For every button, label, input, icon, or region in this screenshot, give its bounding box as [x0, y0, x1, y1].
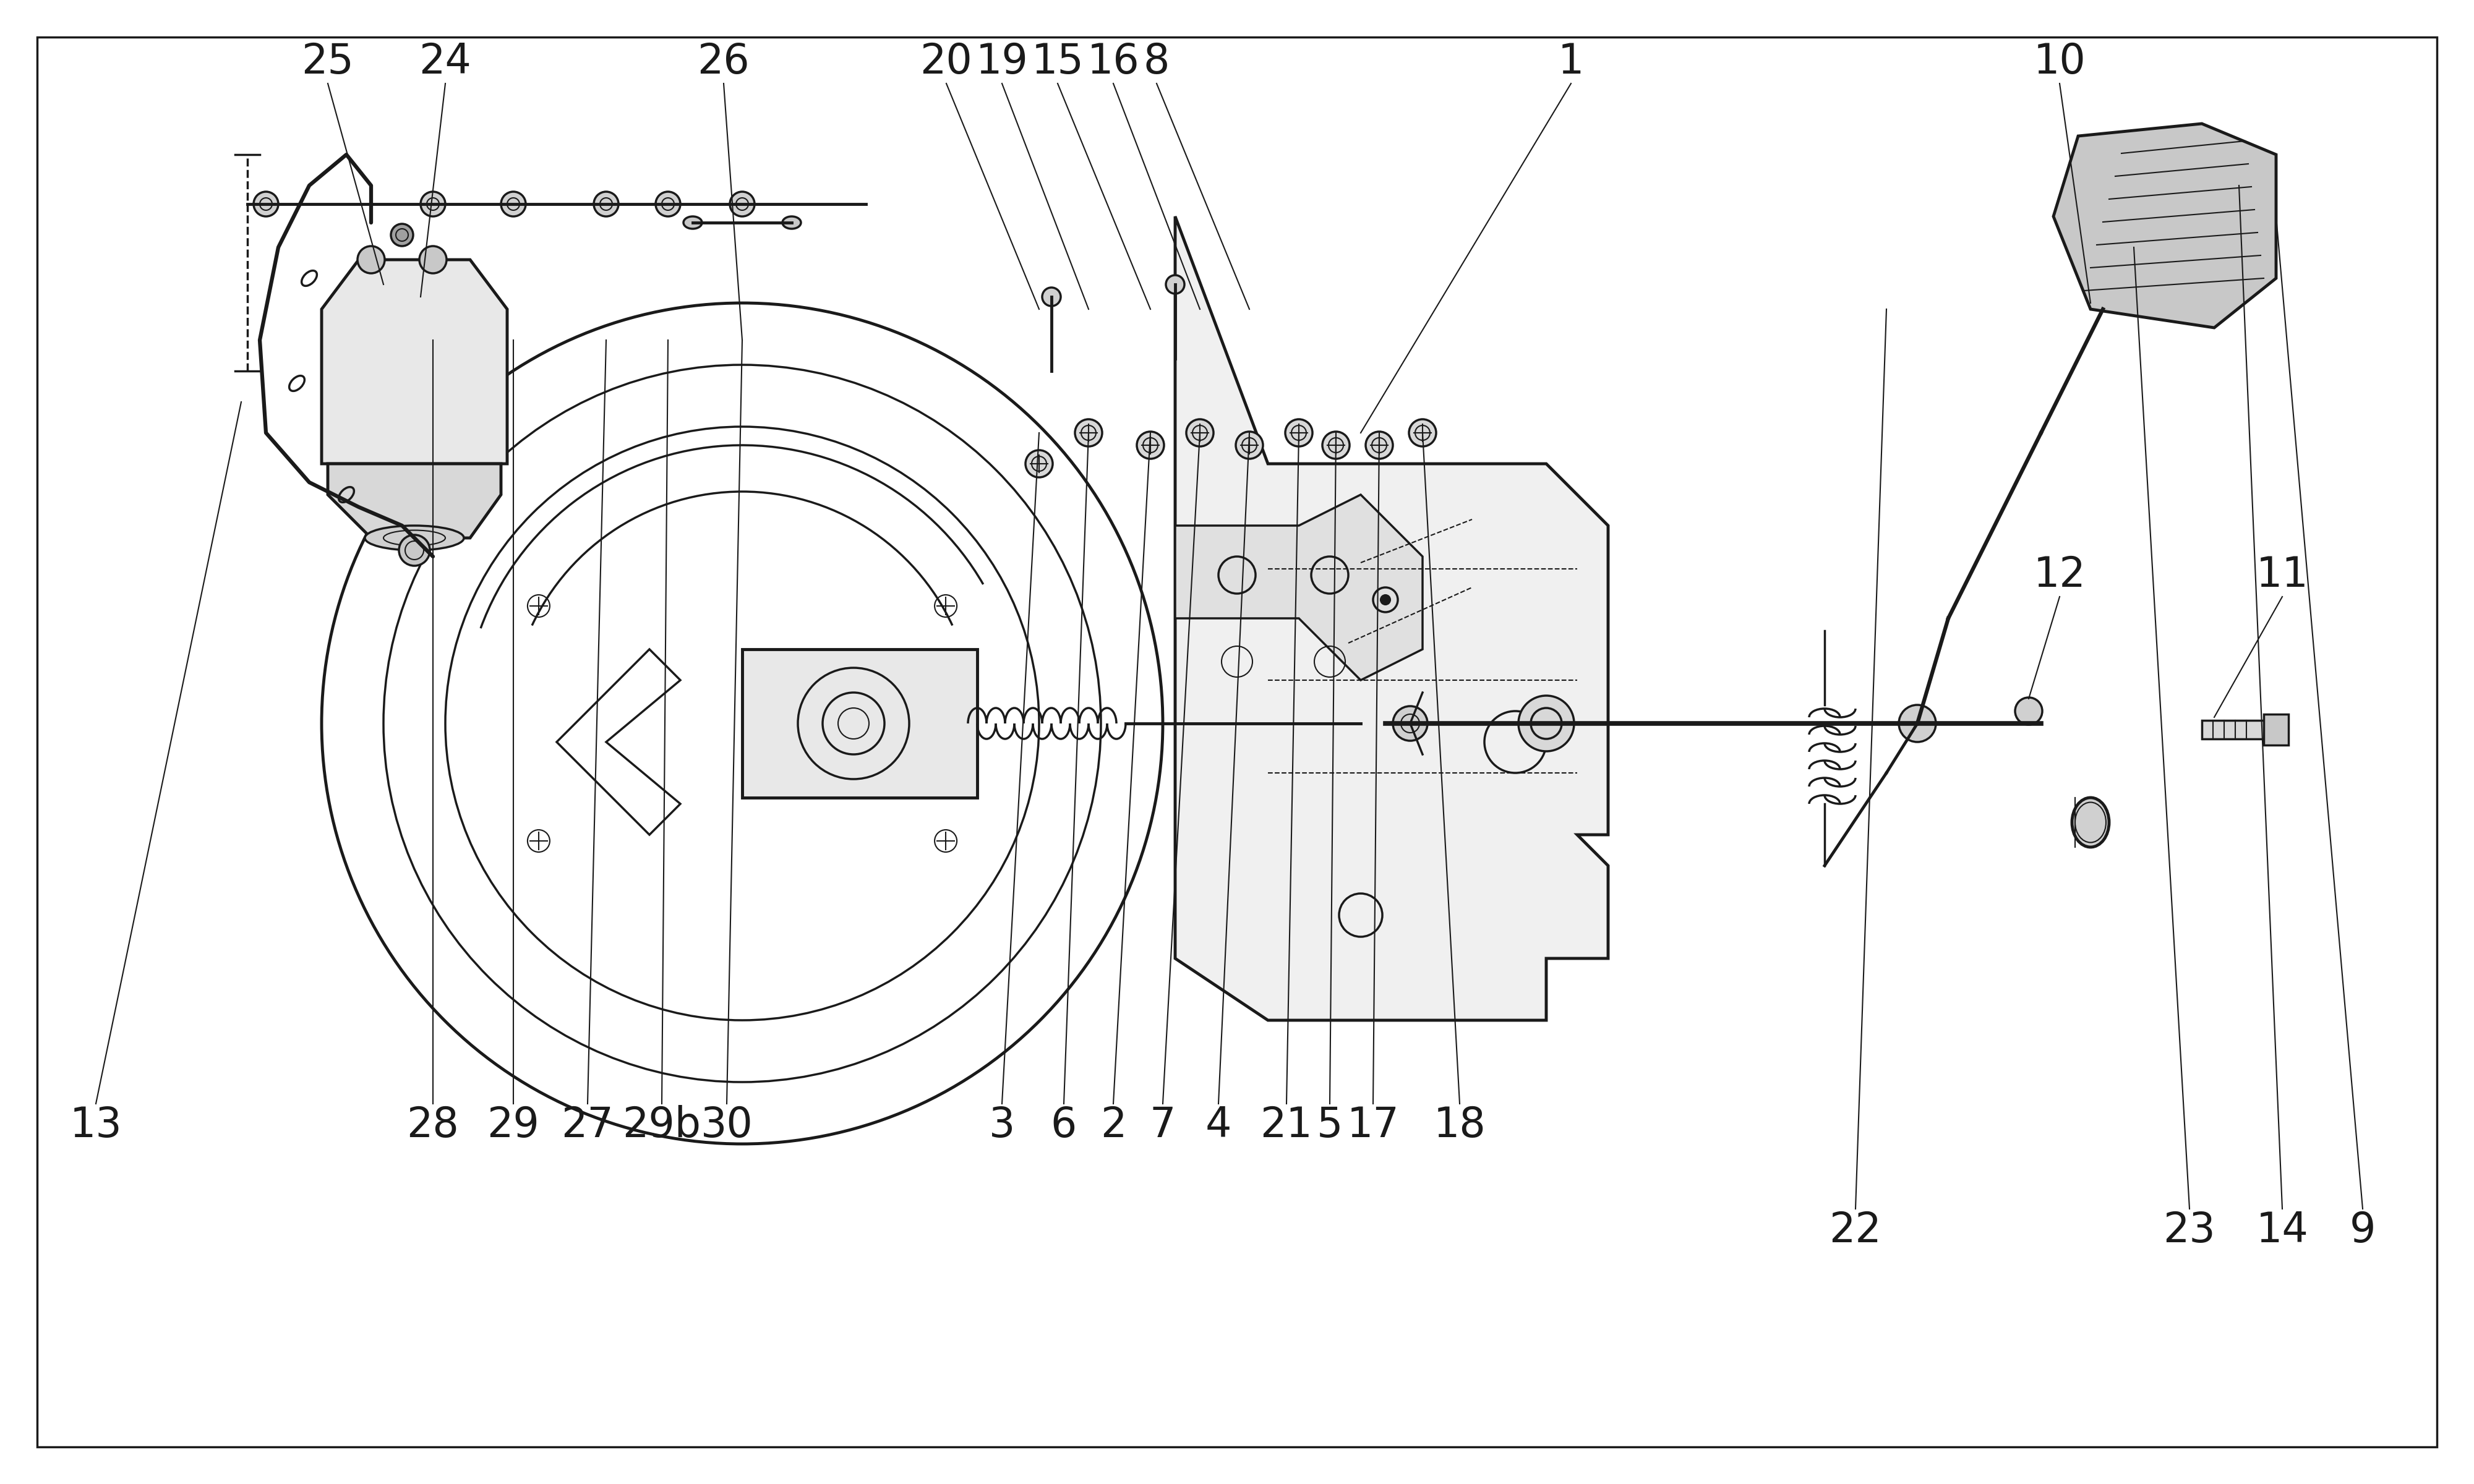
- Text: 20: 20: [920, 42, 972, 82]
- Text: 1: 1: [1559, 42, 1583, 82]
- Circle shape: [1900, 705, 1935, 742]
- Circle shape: [500, 191, 524, 217]
- Polygon shape: [1175, 217, 1608, 1021]
- Circle shape: [1393, 706, 1427, 741]
- Bar: [742, 650, 977, 798]
- Text: 12: 12: [2034, 555, 2086, 595]
- Bar: [2202, 720, 2276, 739]
- Text: 15: 15: [1032, 42, 1084, 82]
- Text: 3: 3: [990, 1106, 1014, 1146]
- Circle shape: [421, 191, 445, 217]
- Polygon shape: [322, 260, 507, 463]
- Circle shape: [1027, 450, 1054, 478]
- Circle shape: [356, 246, 386, 273]
- Ellipse shape: [366, 525, 465, 551]
- Circle shape: [1165, 275, 1185, 294]
- Circle shape: [391, 224, 413, 246]
- Text: 10: 10: [2034, 42, 2086, 82]
- Circle shape: [2014, 697, 2044, 724]
- Text: 6: 6: [1051, 1106, 1076, 1146]
- Circle shape: [421, 246, 445, 273]
- Circle shape: [1321, 432, 1351, 459]
- Text: 26: 26: [698, 42, 750, 82]
- Ellipse shape: [782, 217, 802, 229]
- Ellipse shape: [683, 217, 703, 229]
- Text: 24: 24: [418, 42, 473, 82]
- Circle shape: [1188, 418, 1212, 447]
- Circle shape: [1138, 432, 1165, 459]
- Circle shape: [594, 191, 618, 217]
- Text: 7: 7: [1150, 1106, 1175, 1146]
- Text: 23: 23: [2162, 1209, 2217, 1251]
- Text: 4: 4: [1205, 1106, 1232, 1146]
- Polygon shape: [1175, 494, 1423, 680]
- Circle shape: [1074, 418, 1103, 447]
- Circle shape: [255, 191, 277, 217]
- Circle shape: [398, 534, 430, 565]
- Text: 30: 30: [700, 1106, 752, 1146]
- Text: 18: 18: [1432, 1106, 1487, 1146]
- Text: 29: 29: [487, 1106, 539, 1146]
- Circle shape: [730, 191, 755, 217]
- Text: 14: 14: [2256, 1209, 2308, 1251]
- Polygon shape: [2053, 123, 2276, 328]
- Circle shape: [1042, 288, 1061, 306]
- Text: 21: 21: [1259, 1106, 1314, 1146]
- Bar: [2264, 714, 2288, 745]
- Text: 28: 28: [406, 1106, 460, 1146]
- Circle shape: [1519, 696, 1573, 751]
- Circle shape: [1286, 418, 1311, 447]
- Circle shape: [1366, 432, 1393, 459]
- Ellipse shape: [2073, 798, 2108, 847]
- Circle shape: [1410, 418, 1435, 447]
- Circle shape: [1237, 432, 1264, 459]
- Text: 25: 25: [302, 42, 354, 82]
- Text: 8: 8: [1143, 42, 1170, 82]
- Text: 2: 2: [1101, 1106, 1126, 1146]
- Text: 16: 16: [1086, 42, 1141, 82]
- Circle shape: [656, 191, 680, 217]
- Text: 17: 17: [1346, 1106, 1400, 1146]
- Text: 13: 13: [69, 1106, 121, 1146]
- Text: 22: 22: [1828, 1209, 1883, 1251]
- Text: 29b: 29b: [623, 1106, 700, 1146]
- Polygon shape: [327, 463, 500, 537]
- Text: 11: 11: [2256, 555, 2308, 595]
- Text: 9: 9: [2350, 1209, 2375, 1251]
- Circle shape: [1380, 595, 1390, 605]
- Bar: [742, 650, 977, 798]
- Text: 5: 5: [1316, 1106, 1343, 1146]
- Text: 27: 27: [562, 1106, 614, 1146]
- Text: 19: 19: [975, 42, 1029, 82]
